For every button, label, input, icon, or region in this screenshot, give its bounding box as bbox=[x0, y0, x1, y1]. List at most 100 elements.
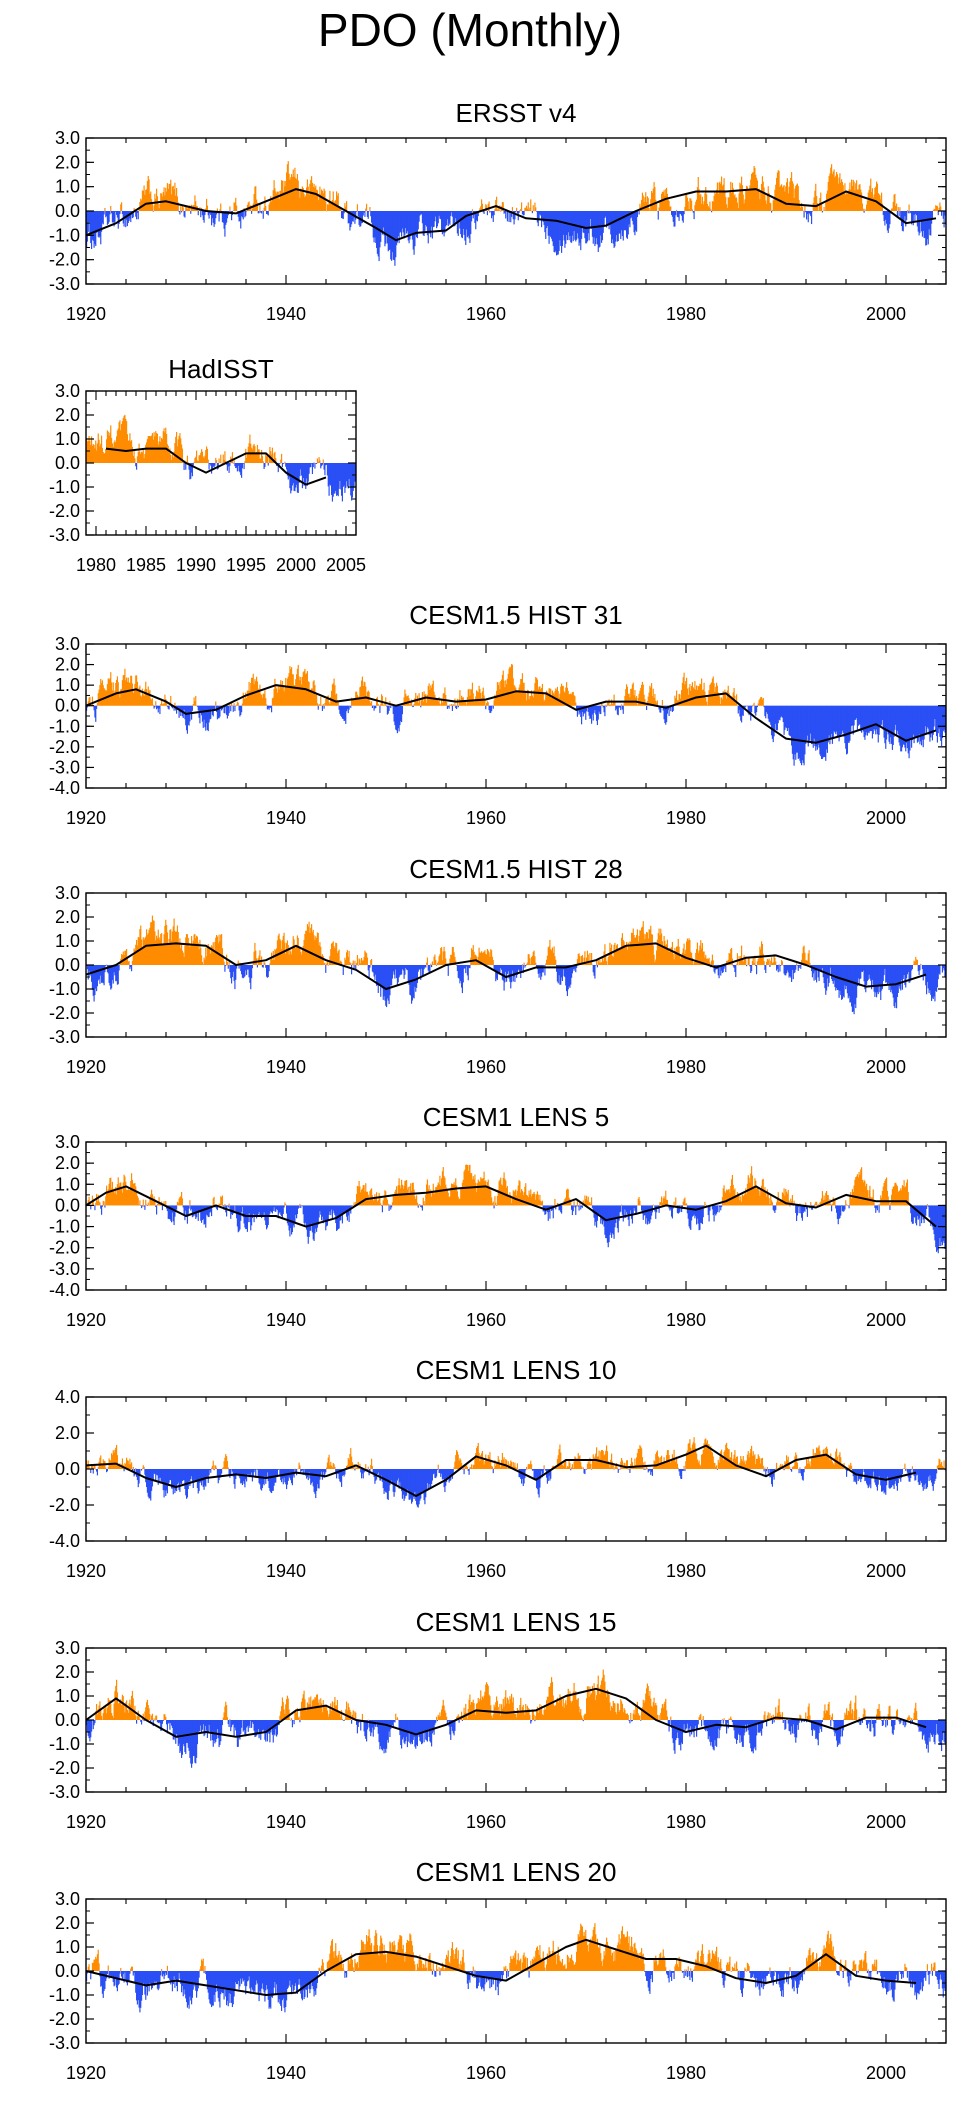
monthly-bar bbox=[107, 211, 109, 224]
figure-title: PDO (Monthly) bbox=[318, 4, 622, 56]
monthly-bar bbox=[849, 1196, 851, 1206]
monthly-bar bbox=[276, 191, 279, 211]
monthly-bar bbox=[639, 1200, 641, 1206]
monthly-bar bbox=[313, 935, 315, 965]
monthly-bar bbox=[306, 463, 309, 486]
monthly-bar bbox=[265, 965, 267, 968]
monthly-bar bbox=[654, 694, 656, 706]
monthly-bar bbox=[571, 211, 574, 236]
monthly-bar bbox=[606, 701, 609, 706]
monthly-bar bbox=[748, 189, 750, 211]
monthly-bar bbox=[401, 211, 404, 229]
monthly-bar bbox=[130, 441, 132, 463]
monthly-bar bbox=[603, 1205, 605, 1227]
monthly-bar bbox=[135, 463, 137, 467]
monthly-bar bbox=[235, 965, 237, 980]
monthly-bar bbox=[156, 1205, 158, 1215]
monthly-bar bbox=[100, 443, 102, 463]
monthly-bar bbox=[654, 962, 656, 965]
monthly-bar bbox=[899, 965, 901, 989]
monthly-bar bbox=[339, 705, 341, 714]
monthly-bar bbox=[522, 965, 524, 974]
monthly-bar bbox=[561, 683, 563, 706]
monthly-bar bbox=[615, 951, 617, 965]
monthly-bar bbox=[551, 947, 554, 965]
monthly-bar bbox=[661, 1196, 663, 1206]
monthly-bar bbox=[818, 965, 820, 982]
monthly-bar bbox=[401, 965, 404, 970]
monthly-bar bbox=[191, 1205, 193, 1210]
monthly-bar bbox=[125, 418, 127, 463]
monthly-bar bbox=[458, 211, 460, 223]
monthly-bar bbox=[851, 705, 853, 726]
monthly-bar bbox=[189, 463, 191, 480]
monthly-bar bbox=[720, 183, 722, 211]
monthly-bar bbox=[177, 1202, 179, 1206]
monthly-bar bbox=[691, 685, 693, 706]
monthly-bar bbox=[105, 211, 107, 218]
monthly-bar bbox=[111, 690, 114, 706]
monthly-bar bbox=[335, 1205, 337, 1224]
monthly-bar bbox=[578, 705, 580, 715]
monthly-bar bbox=[761, 183, 763, 211]
monthly-bar bbox=[385, 211, 387, 244]
monthly-bar bbox=[104, 452, 106, 463]
monthly-bar bbox=[929, 1205, 931, 1218]
monthly-bar bbox=[286, 678, 289, 706]
monthly-bar bbox=[580, 211, 582, 251]
monthly-bar bbox=[532, 205, 534, 211]
monthly-bar bbox=[677, 211, 679, 218]
monthly-bar bbox=[776, 965, 778, 971]
monthly-bar bbox=[188, 463, 190, 470]
monthly-bar bbox=[745, 189, 747, 211]
y-tick-label: 0.0 bbox=[55, 955, 80, 975]
monthly-bar bbox=[396, 1194, 399, 1206]
monthly-bar bbox=[812, 965, 814, 974]
monthly-bar bbox=[666, 944, 668, 965]
monthly-bar bbox=[381, 1205, 384, 1213]
monthly-bar bbox=[806, 705, 808, 741]
monthly-bar bbox=[370, 960, 372, 965]
monthly-bar bbox=[391, 705, 394, 707]
monthly-bar bbox=[591, 211, 594, 237]
monthly-bar bbox=[381, 694, 383, 706]
monthly-bar bbox=[181, 444, 183, 463]
monthly-bar bbox=[501, 1185, 504, 1206]
monthly-bar bbox=[223, 705, 225, 714]
monthly-bar bbox=[651, 934, 654, 965]
monthly-bar bbox=[678, 693, 680, 706]
x-tick-label: 1995 bbox=[226, 555, 266, 575]
monthly-bar bbox=[930, 965, 932, 995]
monthly-bar bbox=[607, 956, 609, 965]
monthly-bar bbox=[125, 211, 127, 228]
monthly-bar bbox=[896, 1184, 898, 1206]
monthly-bar bbox=[232, 210, 234, 211]
monthly-bar bbox=[332, 683, 334, 706]
monthly-bar bbox=[944, 1205, 946, 1250]
monthly-bar bbox=[336, 943, 338, 965]
monthly-bar bbox=[835, 1205, 837, 1209]
monthly-bar bbox=[400, 705, 402, 722]
monthly-bar bbox=[940, 705, 942, 741]
monthly-bar bbox=[769, 705, 771, 723]
x-tick-label: 1940 bbox=[266, 304, 306, 324]
monthly-bar bbox=[751, 965, 753, 972]
monthly-bar bbox=[926, 705, 929, 728]
monthly-bar bbox=[578, 211, 580, 246]
monthly-bar bbox=[323, 963, 325, 965]
monthly-bar bbox=[881, 705, 884, 720]
monthly-bar bbox=[800, 965, 802, 969]
monthly-bar bbox=[562, 685, 564, 706]
monthly-bar bbox=[351, 963, 354, 965]
monthly-bar bbox=[897, 705, 899, 735]
monthly-bar bbox=[293, 176, 295, 211]
monthly-bar bbox=[909, 965, 911, 983]
monthly-bar bbox=[127, 961, 129, 965]
x-tick-label: 1980 bbox=[666, 304, 706, 324]
monthly-bar bbox=[501, 1184, 503, 1206]
monthly-bar bbox=[906, 1179, 909, 1206]
monthly-bar bbox=[577, 1205, 579, 1207]
monthly-bar bbox=[759, 1195, 761, 1206]
monthly-bar bbox=[120, 204, 122, 211]
